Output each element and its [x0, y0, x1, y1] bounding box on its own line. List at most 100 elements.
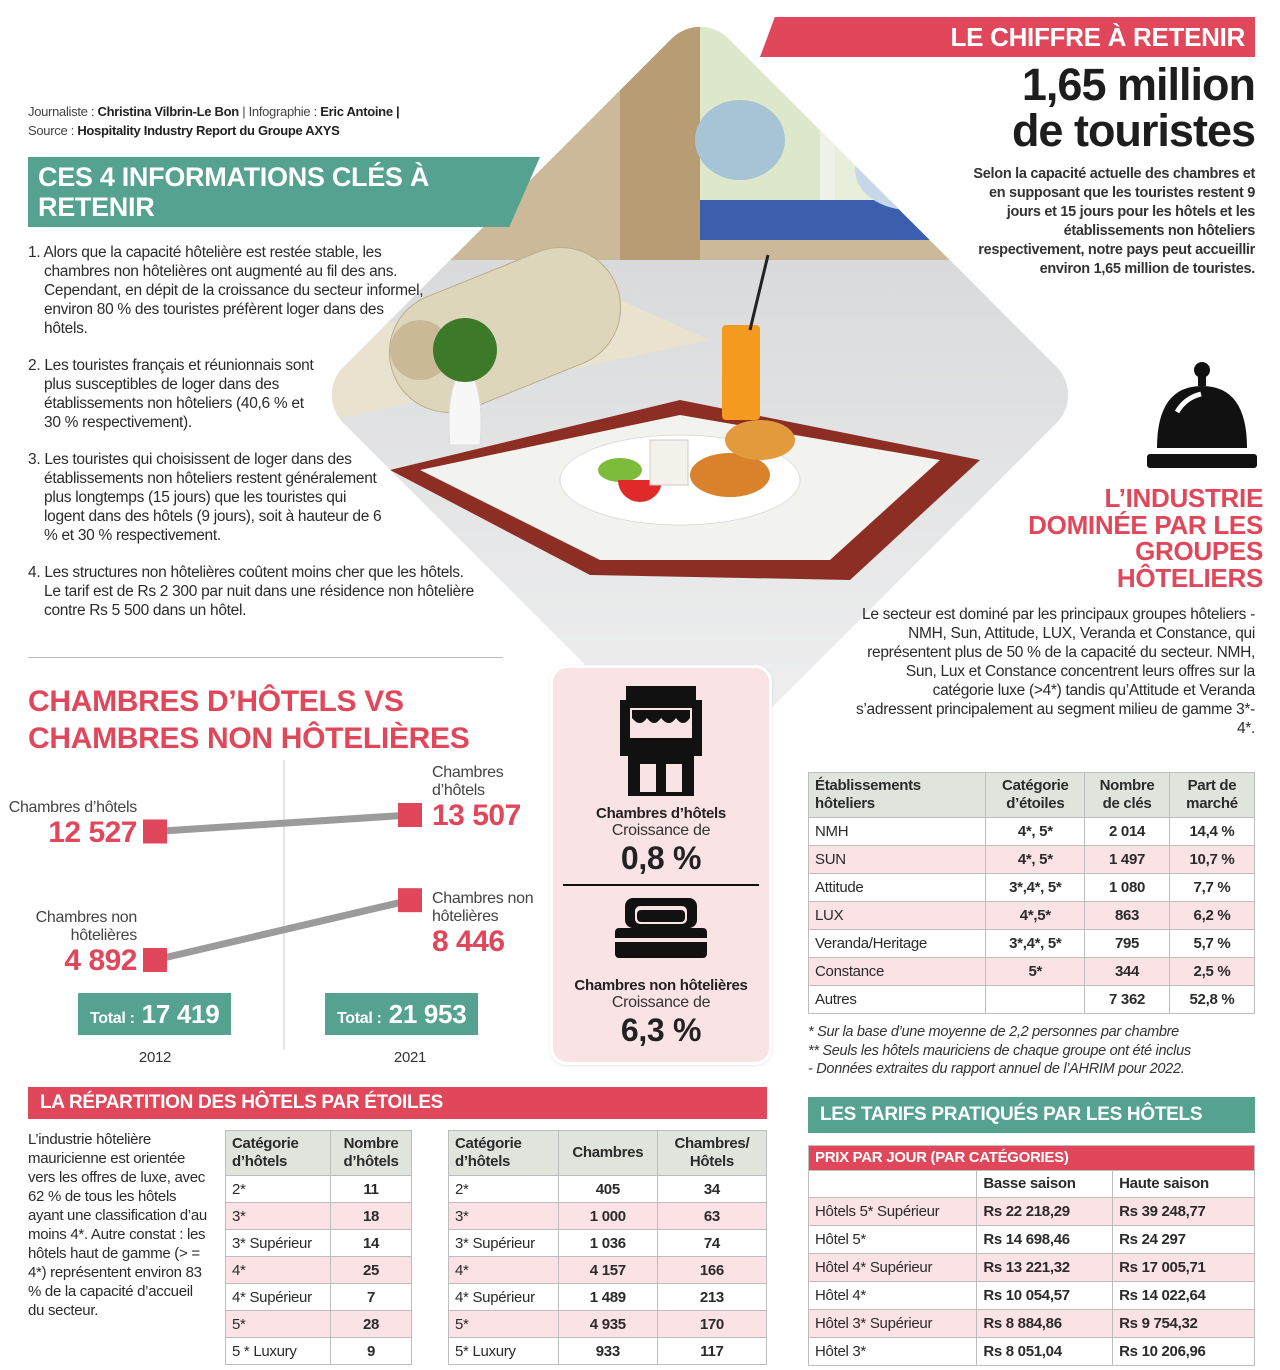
table-row: Hôtel 4* Supérieur Rs 13 221,32 Rs 17 005,… — [807, 1253, 1255, 1282]
table-cell: 4*, 5* — [985, 817, 1086, 846]
table-row: 5* 28 — [224, 1310, 412, 1338]
header-cell — [807, 1170, 978, 1198]
table-row: Autres 7 362 52,8 % — [807, 985, 1256, 1014]
growth-caption: Croissance de — [611, 822, 711, 839]
header-row: Catégorie d’hôtels Nombre d’hôtels — [224, 1130, 412, 1176]
table-cell: 5* Luxury — [448, 1337, 559, 1365]
table-cell: 5,7 % — [1168, 929, 1256, 958]
header-cell: Nombre d’hôtels — [330, 1130, 412, 1176]
header-cell: Catégorie d’étoiles — [985, 772, 1086, 818]
table-cell: 933 — [557, 1337, 658, 1365]
key-info-list: 1. Alors que la capacité hôtelière est r… — [28, 243, 474, 638]
series-line — [154, 811, 411, 835]
table-cell: 5* — [448, 1310, 559, 1338]
series-name: Chambres d’hôtels — [432, 764, 504, 799]
table-row: NMH 4*, 5* 2 014 14,4 % — [807, 817, 1256, 846]
table-cell: Constance — [807, 957, 987, 986]
table-cell: 63 — [656, 1202, 768, 1230]
table-row: 3* 18 — [224, 1202, 412, 1230]
table-row: Constance 5* 344 2,5 % — [807, 957, 1256, 986]
total-value: 17 419 — [141, 999, 220, 1029]
table-cell: 2 014 — [1084, 817, 1170, 846]
table-cell: 9 — [330, 1337, 412, 1365]
divider — [28, 657, 503, 658]
table-cell: Hôtel 5* — [807, 1225, 978, 1254]
table-row: 2* 11 — [224, 1175, 412, 1203]
total-label: Total : — [90, 1010, 135, 1027]
total-value: 21 953 — [388, 999, 467, 1029]
table-cell: 795 — [1084, 929, 1170, 958]
subheader-row: PRIX PAR JOUR (PAR CATÉGORIES) — [808, 1145, 1255, 1171]
table-row: Hôtel 5* Rs 14 698,46 Rs 24 297 — [807, 1225, 1255, 1254]
industry-table: Établissements hôteliers Catégorie d’étoi… — [807, 772, 1256, 1014]
key-info-item: 1. Alors que la capacité hôtelière est r… — [28, 244, 424, 337]
credits: Journaliste : Christina Vilbrin-Le Bon |… — [28, 102, 400, 140]
table-cell: LUX — [807, 901, 987, 930]
growth-caption: Croissance de — [611, 994, 711, 1011]
table-cell: 863 — [1084, 901, 1170, 930]
table-cell: 4* Supérieur — [448, 1283, 559, 1311]
table-cell: 1 497 — [1084, 845, 1170, 874]
stars-count-table: Catégorie d’hôtels Nombre d’hôtels 2* 11 3* 1… — [224, 1130, 412, 1365]
growth-divider — [563, 884, 759, 886]
table-cell: 2* — [224, 1175, 332, 1203]
key-figure-banner: LE CHIFFRE À RETENIR — [760, 17, 1255, 57]
key-figure-text: Selon la capacité actuelle des chambres … — [973, 166, 1255, 277]
table-cell: 170 — [656, 1310, 768, 1338]
table-cell: Rs 8 884,86 — [976, 1309, 1114, 1338]
growth-box: Chambres d’hôtels Croissance de 0,8 % Cham… — [553, 668, 769, 1062]
key-info-banner: CES 4 INFORMATIONS CLÉS À RETENIR — [28, 157, 540, 227]
table-row: 4* Supérieur 1 489 213 — [448, 1283, 768, 1311]
total-box: Total : 21 953 — [325, 993, 479, 1035]
table-cell: 1 000 — [557, 1202, 658, 1230]
header-cell: Chambres — [557, 1130, 658, 1176]
key-info-item: 3. Les touristes qui choisissent de loge… — [28, 451, 382, 544]
point-marker — [143, 819, 167, 844]
table-cell: Rs 24 297 — [1112, 1225, 1255, 1254]
table-row: Hôtel 3* Supérieur Rs 8 884,86 Rs 9 754,32 — [807, 1309, 1255, 1338]
header-cell: Chambres/ Hôtels — [656, 1130, 768, 1176]
point-label: Chambres d’hôtels 13 507 — [432, 764, 552, 832]
header-cell: Catégorie d’hôtels — [224, 1130, 332, 1176]
table-cell: Veranda/Heritage — [807, 929, 987, 958]
table-cell: 3* Supérieur — [448, 1229, 559, 1257]
table-cell: Attitude — [807, 873, 987, 902]
table-cell: Hôtels 5* Supérieur — [807, 1197, 978, 1226]
growth-value: 6,3 % — [620, 1012, 702, 1048]
table-cell: Rs 22 218,29 — [976, 1197, 1114, 1226]
footnotes: * Sur la base d’une moyenne de 2,2 perso… — [808, 1023, 1191, 1079]
table-cell: Rs 17 005,71 — [1112, 1253, 1255, 1282]
header-row: Catégorie d’hôtels Chambres Chambres/ Hôte… — [448, 1130, 768, 1176]
series-name: Chambres d’hôtels — [8, 798, 138, 816]
table-cell: 7 — [330, 1283, 412, 1311]
table-cell: 3* — [224, 1202, 332, 1230]
point-label: Chambres non hôtelières 4 892 — [0, 909, 138, 977]
bell-icon — [1147, 362, 1257, 468]
table-row: Hôtels 5* Supérieur Rs 22 218,29 Rs 39 248… — [807, 1197, 1255, 1226]
series-line — [154, 896, 411, 964]
key-info-title: CES 4 INFORMATIONS CLÉS À RETENIR — [38, 162, 430, 222]
table-cell: 1 036 — [557, 1229, 658, 1257]
table-cell: 405 — [557, 1175, 658, 1203]
footnote: * Sur la base d’une moyenne de 2,2 perso… — [808, 1024, 1179, 1040]
table-row: 4* 4 157 166 — [448, 1256, 768, 1284]
table-row: Veranda/Heritage 3*,4*, 5* 795 5,7 % — [807, 929, 1256, 958]
total-box: Total : 17 419 — [78, 993, 232, 1035]
credit-label: Journaliste : — [28, 104, 95, 119]
table-cell: Rs 8 051,04 — [976, 1337, 1114, 1366]
x-tick-label: 2012 — [138, 1049, 172, 1066]
header-cell: Basse saison — [976, 1170, 1114, 1198]
table-cell: 34 — [656, 1175, 768, 1203]
point-marker — [143, 948, 167, 972]
point-label: Chambres non hôtelières 8 446 — [432, 890, 552, 958]
rates-table: PRIX PAR JOUR (PAR CATÉGORIES) Basse sais… — [807, 1145, 1255, 1366]
header-row: Basse saison Haute saison — [807, 1170, 1255, 1198]
table-cell: Rs 39 248,77 — [1112, 1197, 1255, 1226]
table-cell: Rs 13 221,32 — [976, 1253, 1114, 1282]
table-cell: Hôtel 4* Supérieur — [807, 1253, 978, 1282]
key-info-item: 4. Les structures non hôtelières coûtent… — [28, 564, 474, 619]
key-figure: 1,65 million de touristes — [1011, 59, 1256, 156]
table-cell: 6,2 % — [1168, 901, 1256, 930]
table-row: 5* 4 935 170 — [448, 1310, 768, 1338]
